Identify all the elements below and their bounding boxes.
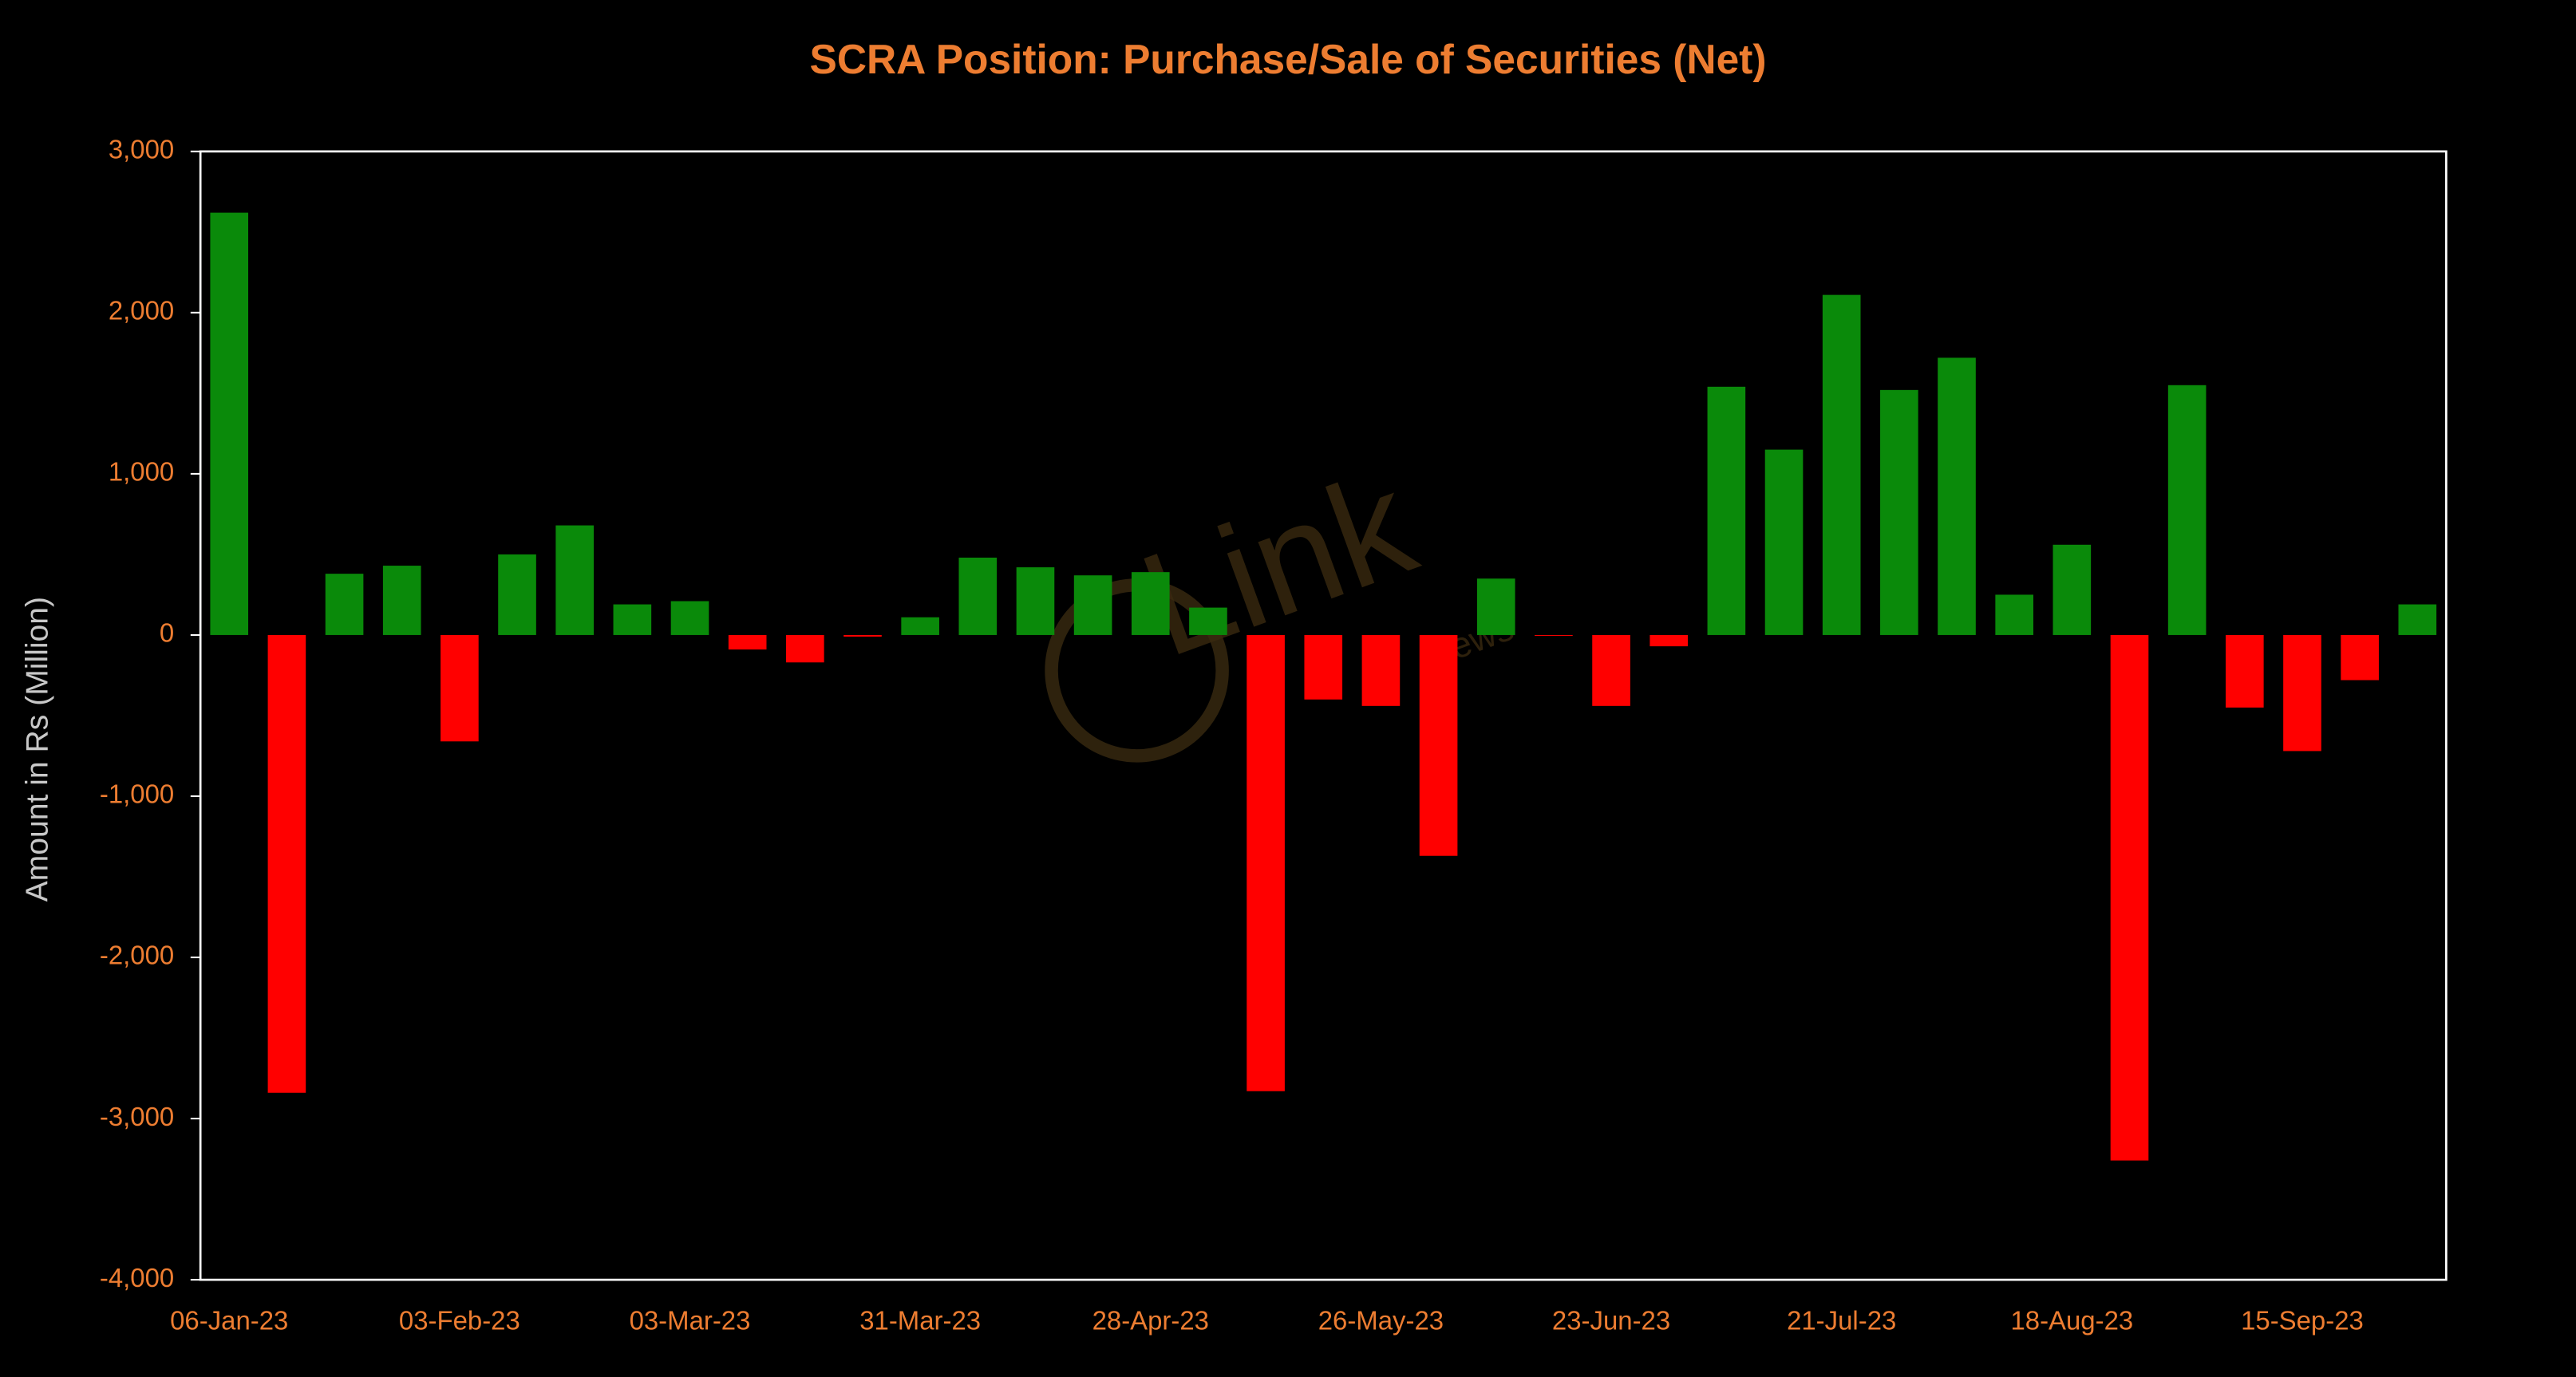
- x-tick-label: 18-Aug-23: [2010, 1305, 2133, 1335]
- bar: [670, 601, 709, 635]
- y-tick-label: -4,000: [100, 1263, 174, 1292]
- bar: [1419, 634, 1458, 856]
- bar: [2053, 544, 2092, 635]
- bar: [1880, 389, 1918, 635]
- bar: [1247, 634, 1285, 1091]
- bar: [844, 634, 882, 637]
- bar: [1304, 634, 1343, 700]
- bar: [1995, 594, 2033, 635]
- y-tick-label: -3,000: [100, 1102, 174, 1131]
- x-tick-label: 31-Mar-23: [859, 1305, 981, 1335]
- bar: [2167, 385, 2207, 635]
- bar: [1073, 575, 1112, 635]
- bar: [1189, 607, 1227, 635]
- bar: [2398, 604, 2437, 635]
- y-axis-label: Amount in Rs (Million): [21, 597, 55, 902]
- bar: [325, 574, 364, 635]
- bar: [210, 212, 249, 635]
- bar: [958, 557, 998, 635]
- y-tick-label: 1,000: [109, 457, 174, 487]
- x-tick-label: 03-Feb-23: [399, 1305, 520, 1335]
- x-tick-label: 28-Apr-23: [1092, 1305, 1209, 1335]
- bar: [498, 554, 536, 635]
- bar: [382, 566, 421, 635]
- x-tick-label: 06-Jan-23: [170, 1305, 288, 1335]
- bar: [1822, 294, 1861, 635]
- bar: [1361, 634, 1401, 706]
- bar: [1016, 567, 1055, 635]
- y-tick-label: 2,000: [109, 296, 174, 326]
- bar: [901, 617, 939, 635]
- x-tick-label: 21-Jul-23: [1787, 1305, 1896, 1335]
- bar: [441, 634, 479, 742]
- x-tick-label: 15-Sep-23: [2241, 1305, 2364, 1335]
- y-tick-label: -2,000: [100, 941, 174, 970]
- plot-border: [199, 150, 2448, 1281]
- chart-title: SCRA Position: Purchase/Sale of Securiti…: [810, 36, 1767, 82]
- y-tick-label: 3,000: [109, 135, 174, 164]
- bar: [613, 604, 652, 635]
- bar: [1650, 634, 1689, 647]
- bar: [1131, 572, 1170, 635]
- bar: [2110, 634, 2149, 1161]
- bar: [1764, 449, 1804, 635]
- bar: [1938, 357, 1976, 635]
- y-tick-label: 0: [160, 618, 174, 648]
- bar: [267, 634, 306, 1093]
- bar: [1476, 578, 1515, 635]
- bar: [555, 525, 595, 635]
- bar: [1592, 634, 1630, 706]
- bar: [2225, 634, 2264, 708]
- bar: [786, 634, 824, 663]
- bar: [1535, 634, 1573, 636]
- x-tick-label: 03-Mar-23: [630, 1305, 751, 1335]
- x-tick-label: 23-Jun-23: [1552, 1305, 1670, 1335]
- x-tick-label: 26-May-23: [1318, 1305, 1444, 1335]
- y-tick-label: -1,000: [100, 779, 174, 809]
- bar: [2283, 634, 2321, 752]
- bar: [728, 634, 767, 650]
- bar: [2341, 634, 2379, 681]
- bar: [1707, 386, 1746, 635]
